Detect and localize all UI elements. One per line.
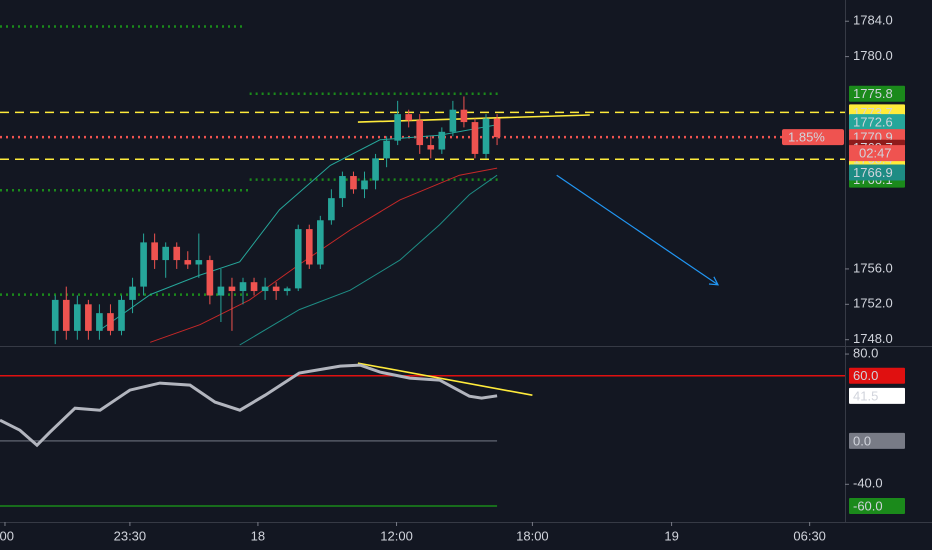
value-badge	[849, 387, 905, 404]
candle-body	[427, 145, 435, 150]
value-badge-label: 41.5	[853, 388, 878, 403]
x-tick-label: 18:00	[516, 528, 549, 543]
candle-body	[482, 118, 490, 154]
candle-body	[173, 246, 181, 261]
candle-body	[272, 286, 280, 292]
y-tick-label: 1752.0	[853, 296, 893, 311]
level-badge	[849, 367, 905, 384]
x-tick-label: 12:00	[380, 528, 413, 543]
candle-body	[184, 260, 192, 265]
countdown: 02:47	[859, 146, 892, 161]
price-badge-label: 1772.6	[853, 115, 893, 130]
candle-body	[118, 299, 125, 331]
candle-body	[449, 109, 457, 132]
x-tick-label: 23:30	[114, 528, 147, 543]
candle-body	[195, 260, 203, 265]
candle-body	[162, 246, 169, 261]
candle-body	[305, 229, 313, 265]
countdown-badge	[849, 145, 905, 162]
x-tick-label: 06:30	[793, 528, 826, 543]
candle-body	[206, 260, 214, 296]
candle-body	[283, 288, 291, 292]
candle-body	[361, 180, 368, 190]
candle-body	[383, 140, 390, 159]
candle-body	[151, 242, 158, 261]
trend-line	[357, 362, 533, 396]
candle-body	[405, 114, 413, 121]
candle-body	[493, 118, 501, 138]
arrow-head	[708, 276, 720, 286]
candle-body	[140, 242, 147, 287]
x-tick-label: :00	[0, 528, 14, 543]
y-tick-label: 1784.0	[853, 13, 893, 28]
change-label: 1.85%	[788, 130, 825, 145]
level-badge	[849, 85, 905, 102]
candle-body	[51, 299, 59, 331]
candle-body	[228, 286, 236, 292]
candle-body	[250, 282, 258, 292]
candle-body	[416, 120, 424, 146]
level-badge	[849, 497, 905, 514]
level-badge	[849, 432, 905, 449]
candle-body	[294, 229, 302, 289]
candle-body	[372, 158, 379, 181]
candle-body	[317, 220, 324, 265]
level-badge-label: 0.0	[853, 433, 871, 448]
candle-body	[471, 122, 479, 154]
candle-body	[339, 176, 346, 199]
y-tick-label: 1748.0	[853, 331, 893, 346]
moving-average	[239, 174, 498, 346]
candle-body	[350, 176, 357, 190]
x-tick-label: 18	[251, 528, 265, 543]
level-badge-label: 1775.8	[853, 86, 893, 101]
candle-body	[74, 304, 81, 331]
candle-body	[217, 286, 225, 296]
price-badge	[849, 114, 905, 131]
candle-body	[261, 286, 269, 292]
x-tick-label: 19	[664, 528, 678, 543]
price-badge-label: 1766.9	[853, 165, 893, 180]
y-tick-label: -40.0	[853, 476, 883, 491]
candle-body	[239, 282, 247, 292]
level-badge-label: -60.0	[853, 498, 883, 513]
level-badge-label: 60.0	[853, 368, 878, 383]
moving-average	[150, 167, 498, 343]
y-tick-label: 1780.0	[853, 48, 893, 63]
candle-body	[394, 114, 401, 141]
candle-body	[62, 299, 70, 331]
y-tick-label: 80.0	[853, 345, 878, 360]
candle-body	[460, 109, 468, 123]
change-badge	[782, 129, 844, 146]
candle-body	[129, 286, 136, 300]
y-tick-label: 1756.0	[853, 260, 893, 275]
candle-body	[438, 131, 446, 150]
candle-body	[96, 313, 103, 331]
candle-body	[107, 313, 114, 331]
arrow-line	[556, 174, 719, 286]
price-badge	[849, 164, 905, 181]
oscillator-line	[0, 363, 498, 448]
candle-body	[328, 198, 335, 221]
candle-body	[85, 304, 92, 331]
